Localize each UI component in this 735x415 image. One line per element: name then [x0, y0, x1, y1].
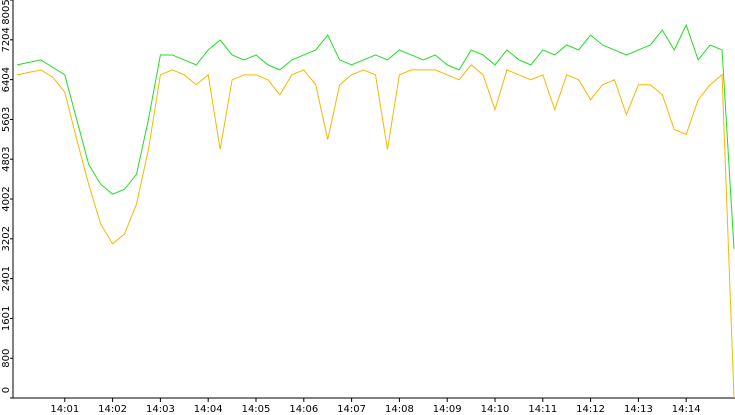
y-tick-label: 4002: [1, 186, 12, 211]
y-tick-label: 1601: [1, 306, 12, 331]
y-tick-label: 5603: [1, 107, 12, 132]
y-tick-label: 800: [1, 349, 12, 368]
x-tick-label: 14:05: [242, 404, 271, 415]
x-tick-label: 14:09: [433, 404, 462, 415]
x-tick-label: 14:07: [337, 404, 366, 415]
y-tick-label: 3202: [1, 226, 12, 251]
y-tick-label: 8005: [1, 0, 12, 25]
y-tick-label: 0: [1, 387, 12, 393]
y-tick-label: 7204: [1, 27, 12, 52]
y-tick-label: 6404: [1, 67, 12, 92]
x-tick-label: 14:03: [146, 404, 175, 415]
y-tick-label: 2401: [1, 266, 12, 291]
x-tick-label: 14:14: [672, 404, 701, 415]
x-tick-label: 14:02: [98, 404, 127, 415]
x-tick-label: 14:11: [528, 404, 557, 415]
x-tick-label: 14:12: [576, 404, 605, 415]
series-line: [16, 23, 735, 249]
x-tick-label: 14:04: [194, 404, 223, 415]
x-tick-label: 14:10: [481, 404, 510, 415]
x-tick-label: 14:06: [289, 404, 318, 415]
x-tick-label: 14:13: [624, 404, 653, 415]
series-line: [16, 64, 735, 399]
y-tick-label: 4803: [1, 146, 12, 171]
x-tick-label: 14:01: [50, 404, 79, 415]
x-tick-label: 14:08: [385, 404, 414, 415]
